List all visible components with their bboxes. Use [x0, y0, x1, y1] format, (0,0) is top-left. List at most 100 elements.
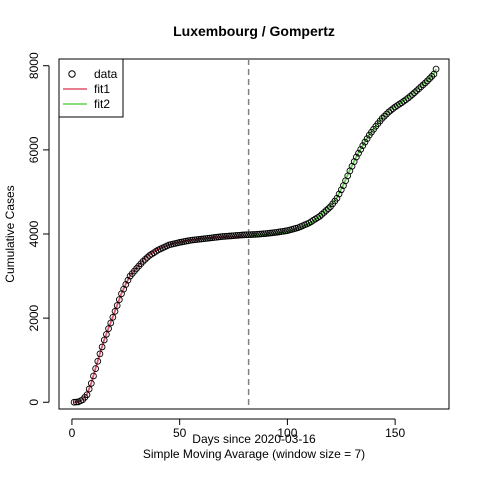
y-tick-label: 0 [27, 399, 41, 406]
data-point [122, 281, 130, 288]
data-point [103, 330, 110, 338]
data-point [139, 257, 147, 265]
data-point [411, 89, 418, 97]
data-point [398, 99, 405, 107]
data-point [378, 114, 386, 122]
data-point [251, 231, 259, 238]
data-point [85, 385, 93, 393]
data-point [141, 256, 149, 263]
data-point [105, 325, 112, 333]
data-points [70, 65, 440, 406]
data-point [223, 232, 231, 240]
data-point [385, 108, 393, 116]
data-point [432, 65, 440, 73]
data-point [413, 87, 421, 95]
data-point [72, 398, 80, 406]
data-point [100, 336, 108, 344]
data-point [335, 190, 343, 198]
data-point [400, 97, 408, 105]
y-tick-label: 4000 [27, 220, 41, 247]
y-axis: 0 2000 4000 6000 8000 [27, 52, 50, 406]
data-point [217, 233, 224, 241]
data-point [402, 96, 410, 104]
data-point [234, 232, 242, 239]
data-point [424, 77, 431, 85]
data-point [135, 262, 143, 270]
data-point [264, 229, 272, 237]
data-point [236, 231, 244, 239]
data-point [404, 94, 412, 102]
data-point [333, 194, 341, 202]
data-point [262, 230, 270, 237]
data-point [417, 83, 425, 91]
x-tick-label: 100 [277, 426, 297, 440]
data-point [359, 142, 367, 150]
data-point [419, 81, 427, 89]
data-point [197, 235, 205, 243]
data-point [260, 230, 268, 238]
data-point [324, 205, 332, 212]
data-point [191, 236, 199, 244]
x-tick-label: 0 [69, 426, 76, 440]
data-point [232, 232, 240, 239]
data-point [189, 236, 196, 244]
y-axis-label: Cumulative Cases [3, 185, 17, 282]
data-point [353, 153, 360, 161]
x-tick-label: 50 [173, 426, 187, 440]
data-point [111, 308, 119, 315]
chart-title: Luxembourg / Gompertz [173, 23, 335, 39]
data-point [406, 92, 414, 100]
data-point [322, 207, 330, 214]
legend-data-label: data [94, 67, 118, 81]
legend-fit2-label: fit2 [94, 97, 110, 111]
data-point [357, 146, 365, 153]
data-point [258, 230, 265, 238]
data-point [212, 233, 220, 241]
y-tick-label: 6000 [27, 136, 41, 163]
data-point [200, 235, 207, 243]
data-point [355, 149, 362, 157]
x-axis: 0 50 100 150 [69, 418, 405, 440]
data-point [320, 209, 328, 216]
x-axis-label: Days since 2020-03-16 [192, 432, 316, 446]
data-point [266, 229, 274, 237]
data-point [193, 236, 201, 243]
data-point [238, 231, 246, 239]
data-point [318, 211, 326, 218]
data-point [426, 75, 433, 82]
data-point [92, 365, 99, 372]
data-point [228, 232, 235, 240]
data-point [221, 233, 229, 240]
data-point [115, 296, 123, 303]
data-point [83, 391, 91, 399]
plot-area [58, 58, 450, 410]
data-point [247, 231, 255, 238]
data-point [389, 105, 397, 112]
legend: data fit1 fit2 [58, 58, 124, 118]
y-tick-label: 2000 [27, 304, 41, 331]
data-point [109, 313, 117, 321]
data-point [87, 379, 95, 387]
data-point [253, 230, 261, 238]
data-point [215, 233, 222, 241]
data-point [249, 231, 257, 238]
data-point [428, 73, 436, 80]
data-point [113, 302, 121, 309]
data-point [415, 85, 423, 93]
data-point [187, 236, 194, 244]
legend-data-marker [68, 70, 76, 78]
data-point [107, 319, 115, 327]
data-point [225, 232, 233, 240]
data-point [70, 398, 78, 406]
data-point [94, 357, 102, 365]
data-point [230, 232, 237, 240]
data-point [268, 229, 276, 237]
data-point [271, 229, 278, 236]
data-point [202, 235, 209, 242]
legend-fit1-label: fit1 [94, 82, 110, 96]
data-point [361, 138, 369, 146]
data-point [421, 79, 429, 87]
data-point [245, 231, 252, 239]
data-point [210, 234, 218, 241]
